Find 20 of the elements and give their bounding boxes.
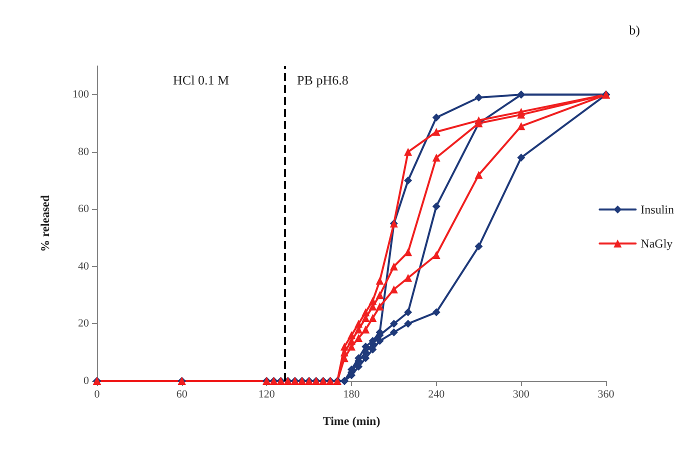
x-tick-label: 0 [94,388,100,400]
y-tick-label: 80 [78,146,90,158]
x-axis-title: Time (min) [322,414,380,428]
x-tick-label: 60 [176,388,188,400]
annotation: PB pH6.8 [297,72,348,88]
y-tick-label: 20 [78,318,90,330]
y-tick-label: 40 [78,260,90,272]
text: b) [629,22,640,38]
y-axis-title: % released [38,194,52,252]
x-tick-label: 240 [428,388,446,400]
x-tick-label: 180 [343,388,360,400]
x-tick-label: 120 [258,388,276,400]
x-tick-label: 360 [598,388,615,400]
legend-label: NaGly [640,236,673,250]
annotation: HCl 0.1 M [173,72,230,88]
legend-label: Insulin [640,202,674,216]
x-tick-label: 300 [512,388,530,400]
y-tick-label: 0 [84,375,90,387]
y-tick-label: 100 [72,88,90,101]
y-tick-label: 60 [78,203,90,216]
